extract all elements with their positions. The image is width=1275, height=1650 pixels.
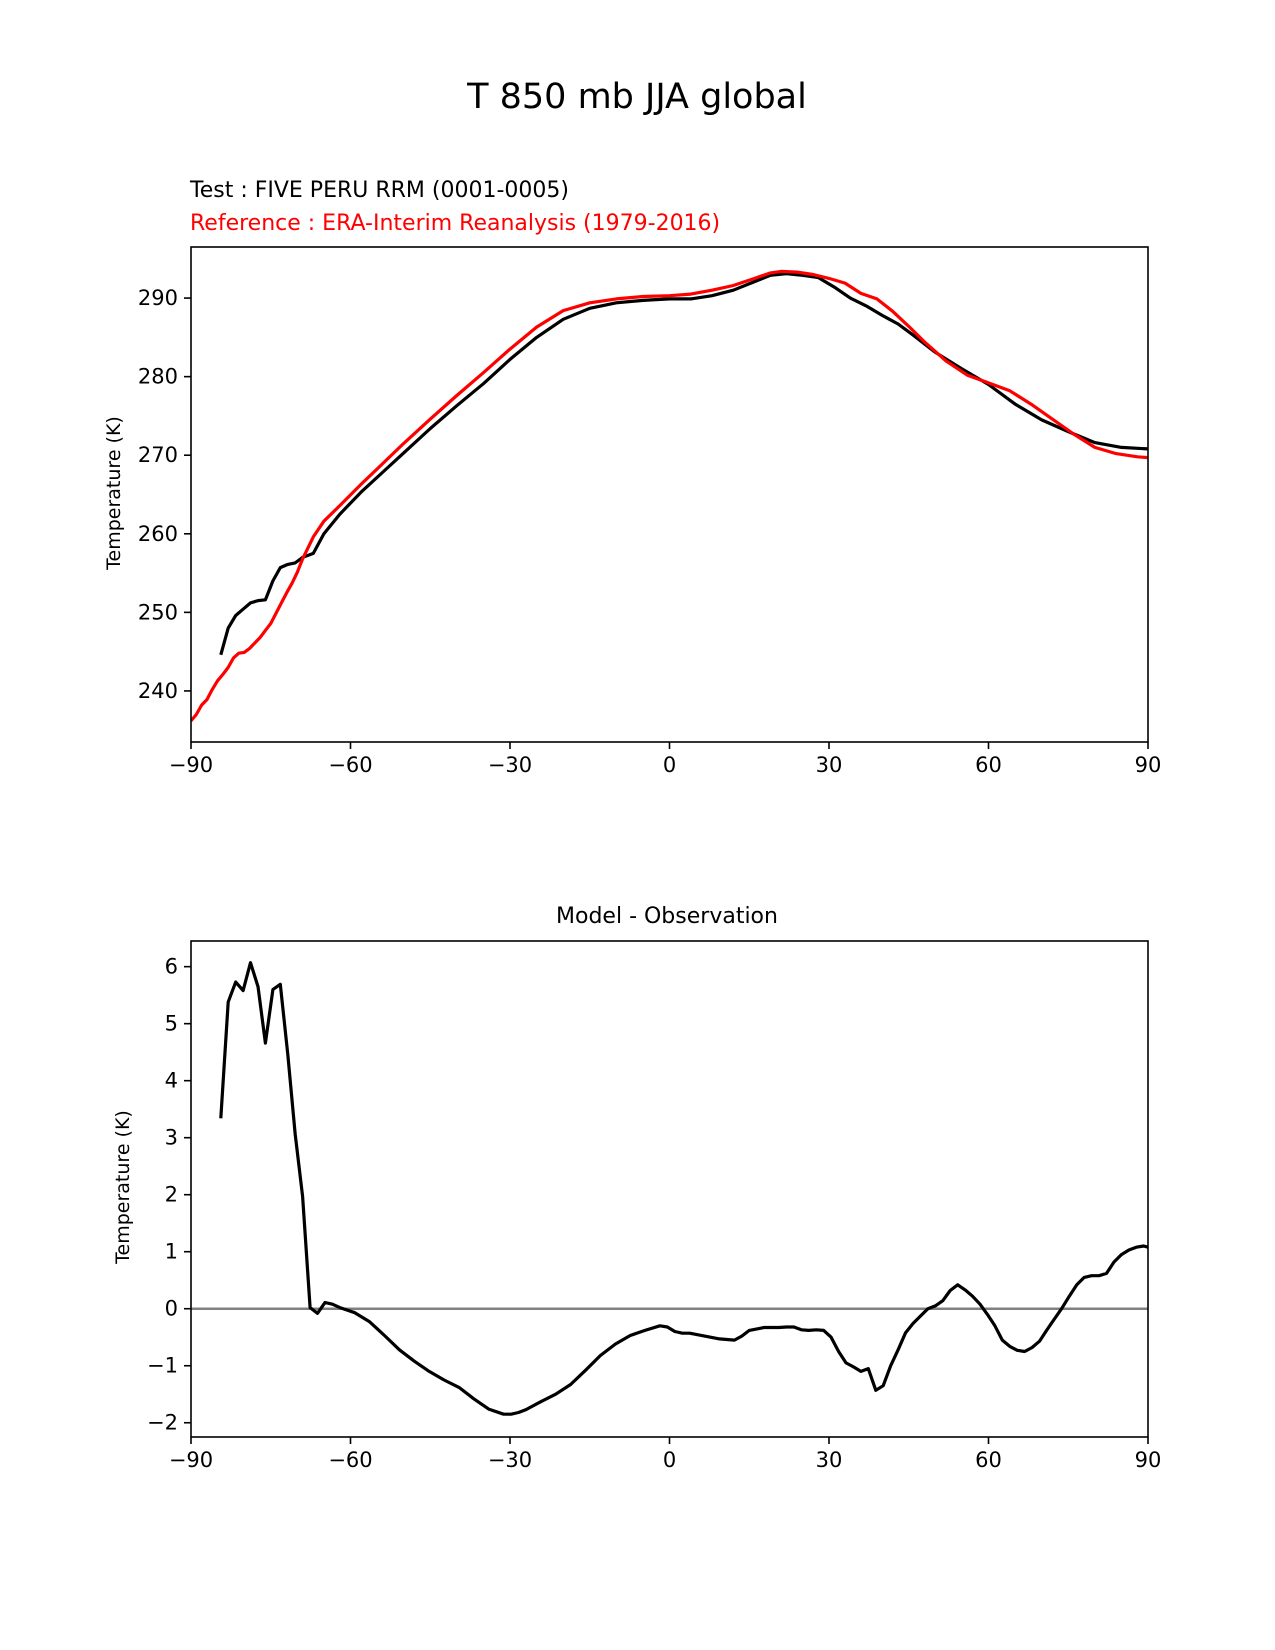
x-tick-label: 60 (975, 1448, 1002, 1472)
y-tick-label: 0 (165, 1297, 178, 1321)
x-tick-label: 90 (1135, 1448, 1162, 1472)
x-tick-label: −60 (328, 1448, 372, 1472)
y-tick-label: −2 (147, 1411, 178, 1435)
y-tick-label: 6 (165, 955, 178, 979)
y-tick-label: 270 (138, 443, 178, 467)
x-tick-label: −30 (488, 753, 532, 777)
reference-label: Reference : ERA-Interim Reanalysis (1979… (190, 211, 720, 236)
y-tick-label: −1 (147, 1354, 178, 1378)
bottom-y-axis-label: Temperature (K) (112, 1110, 134, 1265)
x-tick-label: 0 (663, 753, 676, 777)
bottom-plot-area: −90 −60 −30 0 30 60 90 −2 −1 0 1 2 3 4 5 6 (147, 940, 1162, 1472)
bottom-panel: Model - Observation Temperature (K) −90−… (112, 904, 1161, 1472)
series-line-model-observation (219, 961, 1148, 1416)
axes-frame (190, 940, 1149, 1438)
x-tick-label: −90 (169, 753, 213, 777)
x-tick-label: −60 (328, 753, 372, 777)
series-line-test (219, 272, 1148, 656)
top-plot-area: −90 −60 −30 0 30 60 90 240 250 260 270 280 290 (138, 246, 1162, 777)
x-tick-label: 30 (816, 1448, 843, 1472)
y-tick-label: 250 (138, 600, 178, 624)
x-tick-label: 30 (816, 753, 843, 777)
x-tick-label: −90 (169, 1448, 213, 1472)
bottom-title: Model - Observation (556, 904, 778, 929)
top-y-axis-label: Temperature (K) (103, 416, 125, 571)
series-line-reference (191, 269, 1148, 722)
y-tick-label: 3 (165, 1126, 178, 1150)
y-tick-label: 4 (165, 1069, 178, 1093)
x-tick-label: 0 (663, 1448, 676, 1472)
axes-frame (190, 246, 1149, 743)
y-tick-label: 5 (165, 1012, 178, 1036)
y-tick-label: 1 (165, 1240, 178, 1264)
test-label: Test : FIVE PERU RRM (0001-0005) (189, 178, 569, 203)
x-tick-label: −30 (488, 1448, 532, 1472)
y-tick-label: 290 (138, 286, 178, 310)
y-tick-label: 240 (138, 679, 178, 703)
top-panel: Test : FIVE PERU RRM (0001-0005) Referen… (103, 178, 1161, 777)
x-tick-label: 90 (1135, 753, 1162, 777)
y-tick-label: 2 (165, 1183, 178, 1207)
figure-title: T 850 mb JJA global (466, 77, 807, 117)
x-tick-label: 60 (975, 753, 1002, 777)
y-tick-label: 280 (138, 365, 178, 389)
y-tick-label: 260 (138, 522, 178, 546)
